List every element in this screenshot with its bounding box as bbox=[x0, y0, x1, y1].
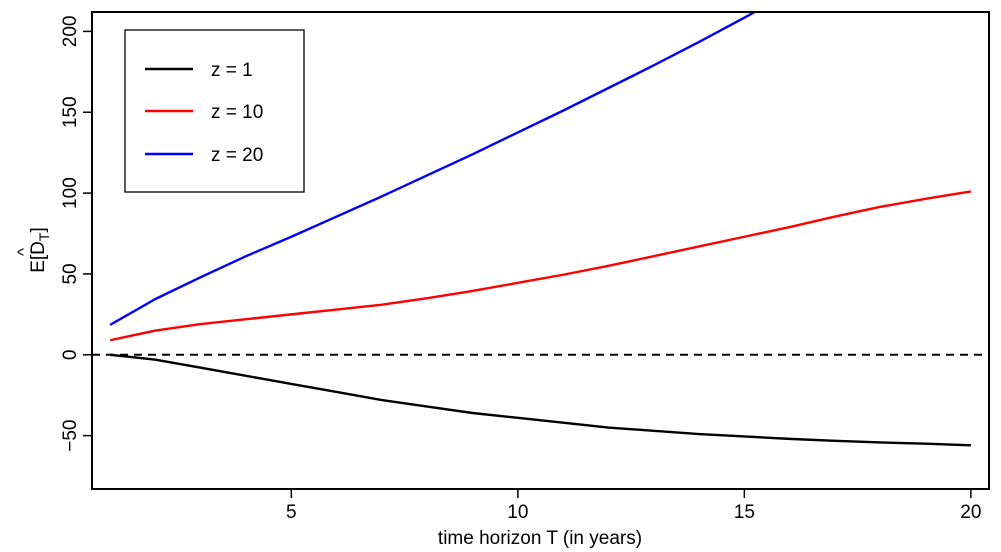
y-tick-label: 50 bbox=[60, 263, 81, 284]
x-tick-label: 20 bbox=[960, 502, 981, 523]
legend: z = 1 z = 10 z = 20 bbox=[124, 29, 305, 193]
svg-text:E[DT]: E[DT] bbox=[28, 227, 52, 273]
x-tick-label: 15 bbox=[734, 502, 755, 523]
series-line-1 bbox=[109, 353, 971, 447]
legend-entry: z = 10 bbox=[145, 102, 263, 123]
legend-label: z = 20 bbox=[211, 145, 263, 166]
legend-entry: z = 1 bbox=[145, 60, 253, 81]
legend-label: z = 10 bbox=[211, 102, 263, 123]
legend-label: z = 1 bbox=[211, 60, 253, 81]
y-tick-label: 100 bbox=[60, 177, 81, 209]
x-tick-label: 5 bbox=[286, 502, 297, 523]
y-axis-label-hat: ^ bbox=[14, 248, 33, 256]
legend-entry: z = 20 bbox=[145, 145, 263, 166]
series-line-3 bbox=[109, 12, 758, 326]
x-tick-label: 10 bbox=[507, 502, 528, 523]
y-axis-label: E[DT] ^ bbox=[14, 227, 52, 273]
y-tick-label: 150 bbox=[60, 96, 81, 128]
y-tick-label: −50 bbox=[60, 420, 81, 452]
y-axis-label-subscript: T bbox=[36, 232, 52, 241]
y-axis-label-suffix: ] bbox=[28, 227, 49, 232]
y-axis-label-letter: D bbox=[28, 241, 49, 255]
plot-frame bbox=[91, 11, 990, 490]
y-tick-label: 0 bbox=[60, 350, 81, 361]
y-tick-label: 200 bbox=[60, 16, 81, 48]
x-axis-label: time horizon T (in years) bbox=[438, 528, 642, 549]
y-axis-label-prefix: E[ bbox=[28, 254, 49, 273]
series-line-2 bbox=[109, 190, 972, 342]
